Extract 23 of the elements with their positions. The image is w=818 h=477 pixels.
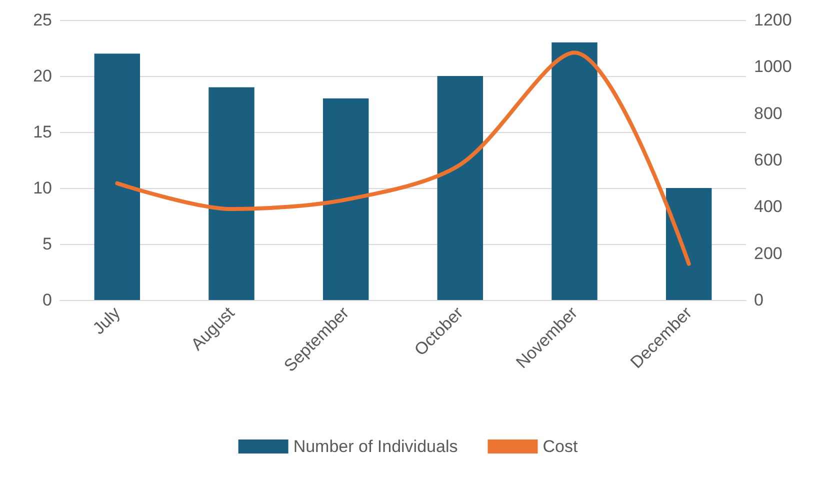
y2-tick-label: 600 — [754, 150, 782, 170]
y-tick-label: 25 — [33, 10, 52, 30]
y-tick-label: 5 — [42, 234, 52, 254]
bar — [322, 98, 369, 300]
y2-tick-label: 200 — [754, 244, 782, 263]
y2-tick-label: 400 — [754, 197, 782, 216]
y-tick-label: 20 — [33, 66, 52, 86]
y2-tick-label: 1200 — [754, 10, 792, 30]
y2-tick-label: 800 — [754, 104, 782, 123]
legend-label: Number of Individuals — [293, 437, 458, 456]
bar — [437, 76, 484, 300]
y-tick-label: 10 — [33, 178, 52, 198]
bar — [94, 54, 140, 300]
bar — [666, 188, 712, 300]
legend-label: Cost — [542, 437, 578, 456]
y2-tick-label: 0 — [754, 290, 764, 310]
bar — [552, 42, 598, 300]
bar — [208, 87, 254, 300]
y2-tick-label: 1000 — [754, 57, 792, 76]
y-tick-label: 0 — [42, 290, 52, 310]
x-tick-label: July — [89, 302, 124, 338]
line-series — [115, 50, 691, 266]
y-tick-label: 15 — [33, 122, 52, 142]
